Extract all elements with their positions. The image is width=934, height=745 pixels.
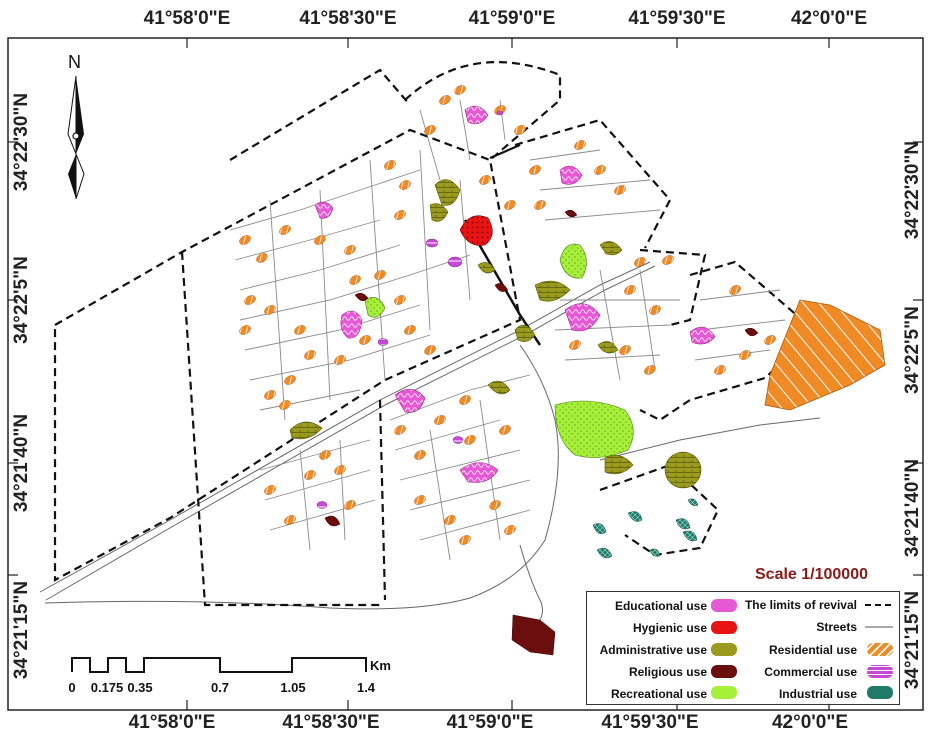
legend-label-residential: Residential use	[768, 643, 857, 657]
north-arrow-icon: N	[62, 52, 92, 202]
residential-symbol-icon	[867, 643, 893, 656]
street-line-symbol-icon	[865, 626, 893, 628]
graticule-ticks	[8, 38, 923, 710]
legend-label-industrial: Industrial use	[778, 687, 857, 701]
north-label: N	[68, 52, 81, 72]
hygienic-symbol-icon	[711, 621, 737, 634]
main-roads	[39, 261, 821, 621]
boundary-line-symbol-icon	[865, 604, 893, 606]
map-border	[7, 37, 924, 711]
scale-tick-1: 0.175	[90, 680, 124, 695]
scale-tick-3: 0.7	[210, 680, 230, 695]
legend-label-hygienic: Hygienic use	[632, 621, 707, 635]
map-legend: Educational use Hygienic use Administrat…	[586, 591, 900, 705]
latitude-label-left-4: 34°21'15"N	[11, 580, 32, 680]
commercial-parcels	[316, 110, 504, 509]
longitude-label-bottom-2: 41°58'30"E	[282, 712, 380, 733]
residential-zone-east	[764, 299, 886, 411]
religious-parcels	[324, 209, 759, 656]
scale-tick-4: 1.05	[280, 680, 306, 695]
legend-label-revival-limits: The limits of revival	[744, 598, 857, 612]
legend-label-administrative: Administrative use	[599, 643, 707, 657]
religious-symbol-icon	[711, 665, 737, 678]
legend-label-streets: Streets	[816, 620, 857, 634]
longitude-label-top-1: 41°58'0"E	[143, 8, 231, 29]
map-scale-text: Scale 1/100000	[755, 566, 868, 583]
scale-bar: Km 0 0.175 0.35 0.7 1.05 1.4	[60, 652, 400, 700]
commercial-symbol-icon	[867, 665, 893, 678]
scale-tick-5: 1.4	[356, 680, 376, 695]
revival-limits	[53, 61, 802, 607]
longitude-label-top-4: 41°59'30"E	[628, 8, 726, 29]
district-divider-2	[489, 143, 521, 160]
longitude-label-top-2: 41°58'30"E	[299, 8, 397, 29]
longitude-label-top-3: 41°59'0"E	[468, 8, 556, 29]
recreational-parcels	[364, 243, 634, 458]
administrative-symbol-icon	[711, 643, 737, 656]
longitude-label-bottom-1: 41°58'0"E	[128, 712, 216, 733]
recreational-symbol-icon	[711, 686, 737, 699]
legend-label-educational: Educational use	[614, 599, 707, 613]
legend-label-religious: Religious use	[628, 665, 707, 679]
educational-parcels	[314, 105, 716, 483]
legend-label-recreational: Recreational use	[610, 687, 707, 701]
legend-label-commercial: Commercial use	[764, 665, 857, 679]
educational-symbol-icon	[711, 599, 737, 612]
longitude-label-bottom-3: 41°59'0"E	[446, 712, 534, 733]
hygienic-parcel	[459, 215, 493, 246]
scale-tick-2: 0.35	[127, 680, 153, 695]
longitude-label-top-5: 42°0'0"E	[790, 8, 868, 29]
longitude-label-bottom-4: 41°59'30"E	[601, 712, 699, 733]
industrial-symbol-icon	[867, 686, 893, 699]
scale-tick-0: 0	[68, 680, 76, 695]
longitude-label-bottom-5: 42°0'0"E	[771, 712, 849, 733]
scale-bar-unit: Km	[370, 658, 391, 673]
industrial-parcels	[592, 498, 699, 559]
administrative-parcels	[289, 179, 702, 489]
